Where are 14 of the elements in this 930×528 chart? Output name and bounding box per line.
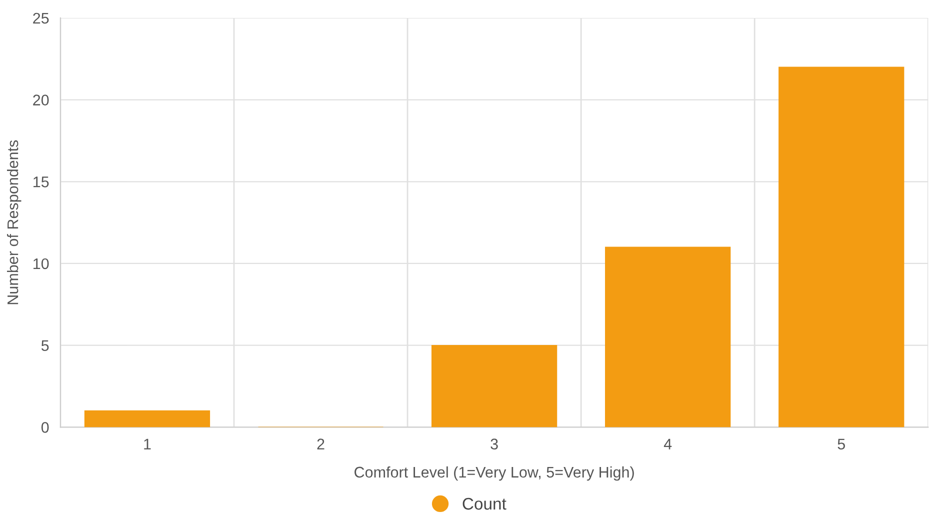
x-axis-title: Comfort Level (1=Very Low, 5=Very High) (354, 466, 634, 481)
y-tick-label: 25 (33, 12, 49, 24)
y-axis-title: Number of Respondents (6, 140, 22, 304)
x-tick-label: 5 (838, 438, 845, 450)
x-tick-label: 1 (144, 438, 151, 450)
y-tick-label: 10 (34, 258, 49, 270)
legend-label: Count (462, 498, 506, 510)
y-tick-label: 0 (41, 422, 49, 433)
y-tick-label: 5 (41, 340, 49, 351)
x-tick-label: 3 (490, 438, 498, 450)
y-tick-label: 15 (34, 176, 49, 188)
x-tick-label: 2 (317, 438, 324, 450)
y-tick-label: 20 (33, 94, 49, 106)
x-tick-label: 4 (664, 438, 672, 450)
